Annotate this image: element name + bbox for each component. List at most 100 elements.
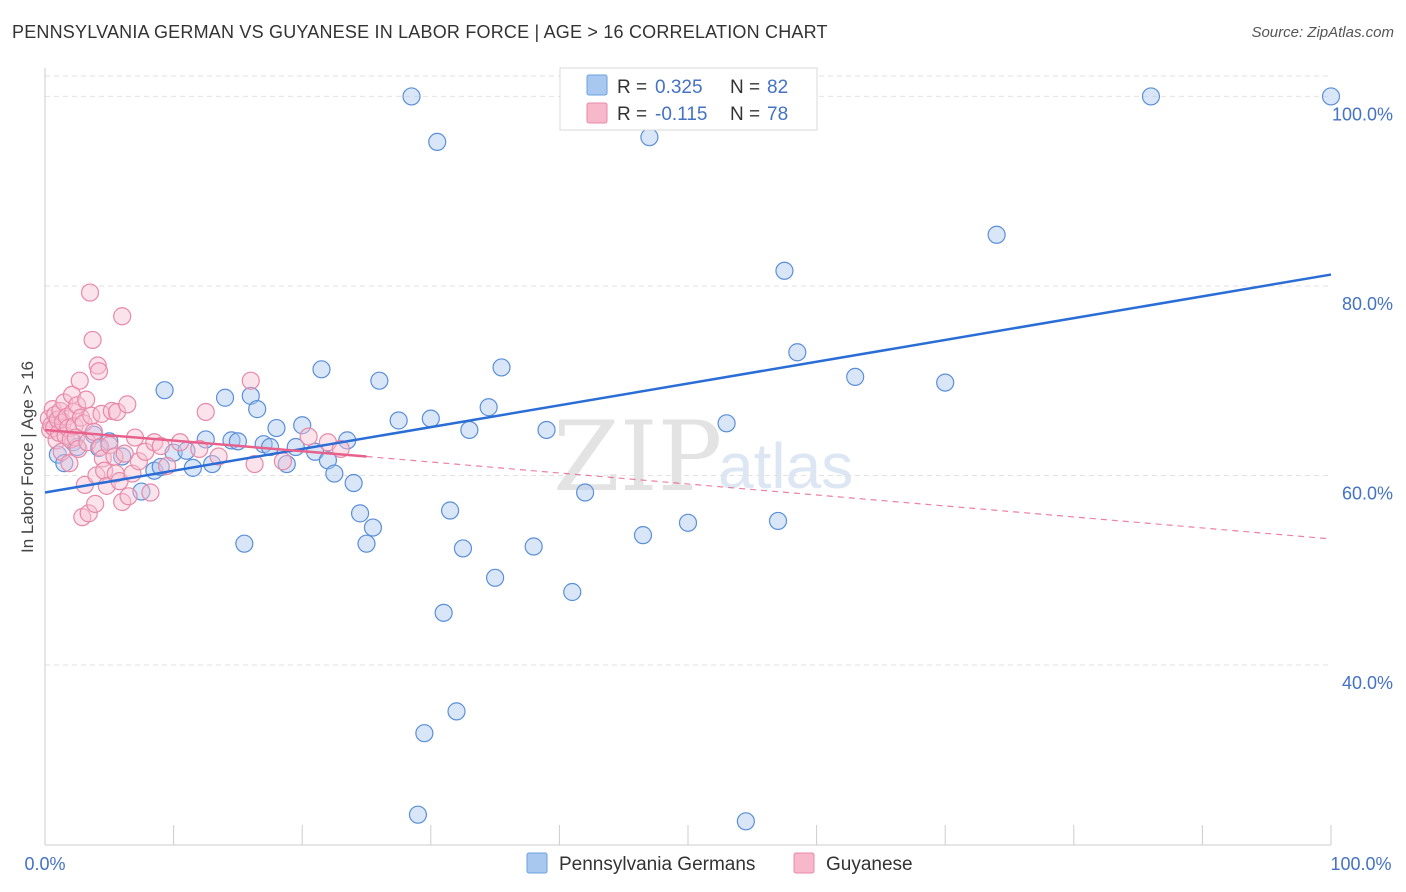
point-pennsylvania-germans-69 <box>987 225 1006 244</box>
stats-r-value-blue: 0.325 <box>655 77 703 98</box>
point-guyanese-65 <box>190 439 209 459</box>
point-pennsylvania-germans-59 <box>640 128 659 147</box>
point-pennsylvania-germans-53 <box>524 537 543 556</box>
point-pennsylvania-germans-1 <box>55 454 74 473</box>
point-pennsylvania-germans-43 <box>421 409 440 428</box>
point-pennsylvania-germans-54 <box>537 420 556 440</box>
stats-legend-swatch-blue <box>586 74 608 96</box>
point-pennsylvania-germans-50 <box>479 398 498 417</box>
point-guyanese-45 <box>100 436 119 455</box>
x-tick-label-min: 0.0% <box>24 854 65 874</box>
point-pennsylvania-germans-49 <box>460 420 479 440</box>
watermark-zip: ZIP <box>553 401 722 513</box>
point-pennsylvania-germans-35 <box>350 504 370 523</box>
point-guyanese-52 <box>113 307 132 326</box>
y-tick-label-80: 80.0% <box>1342 294 1393 314</box>
point-pennsylvania-germans-48 <box>453 539 473 558</box>
point-pennsylvania-germans-5 <box>89 438 109 458</box>
point-pennsylvania-germans-65 <box>775 261 794 280</box>
point-pennsylvania-germans-37 <box>363 518 383 537</box>
point-pennsylvania-germans-17 <box>215 388 235 407</box>
point-guyanese-58 <box>129 452 148 471</box>
point-pennsylvania-germans-67 <box>846 367 865 387</box>
point-pennsylvania-germans-20 <box>235 534 254 553</box>
point-pennsylvania-germans-62 <box>717 414 736 433</box>
point-guyanese-62 <box>151 436 170 456</box>
point-guyanese-53 <box>115 444 134 463</box>
point-pennsylvania-germans-56 <box>576 483 595 502</box>
point-pennsylvania-germans-66 <box>788 343 807 362</box>
series-guyanese <box>39 283 350 527</box>
point-guyanese-32 <box>80 283 100 302</box>
point-guyanese-16 <box>60 454 79 473</box>
stats-legend: R = 0.325 N = 82 R = -0.115 N = 78 <box>559 67 818 131</box>
point-pennsylvania-germans-44 <box>428 132 447 152</box>
point-pennsylvania-germans-40 <box>402 87 421 106</box>
point-pennsylvania-germans-32 <box>325 464 344 483</box>
stats-r-label-pink: R = <box>617 104 647 125</box>
point-pennsylvania-germans-71 <box>1321 87 1341 106</box>
point-pennsylvania-germans-46 <box>440 501 460 520</box>
point-pennsylvania-germans-42 <box>415 724 434 743</box>
point-pennsylvania-germans-70 <box>1141 87 1161 106</box>
point-pennsylvania-germans-41 <box>408 805 428 824</box>
point-pennsylvania-germans-39 <box>389 411 408 430</box>
stats-n-label-blue: N = <box>730 77 760 98</box>
y-axis-label: In Labor Force | Age > 16 <box>18 361 37 553</box>
trend-line-guyanese <box>44 428 367 458</box>
point-pennsylvania-germans-47 <box>447 702 466 721</box>
y-tick-label-40: 40.0% <box>1342 673 1393 693</box>
legend-label-guyanese: Guyanese <box>826 854 913 875</box>
point-guyanese-40 <box>91 437 110 457</box>
series-legend: Pennsylvania Germans Guyanese <box>526 852 913 875</box>
stats-r-label-blue: R = <box>617 77 647 98</box>
y-tick-label-60: 60.0% <box>1342 483 1393 503</box>
x-tick-label-max: 100.0% <box>1330 854 1391 874</box>
point-guyanese-69 <box>245 454 264 474</box>
point-pennsylvania-germans-34 <box>344 473 363 493</box>
point-pennsylvania-germans-25 <box>267 418 286 438</box>
point-guyanese-68 <box>241 371 260 390</box>
point-guyanese-35 <box>84 422 103 441</box>
trend-lines <box>44 273 1332 540</box>
point-pennsylvania-germans-58 <box>633 526 653 545</box>
gridlines <box>45 75 1331 666</box>
legend-swatch-pennsylvania-germans <box>526 852 548 874</box>
point-guyanese-67 <box>209 447 228 466</box>
point-pennsylvania-germans-45 <box>434 603 453 622</box>
point-guyanese-70 <box>273 452 293 471</box>
y-tick-labels: 40.0% 60.0% 80.0% 100.0% <box>1332 104 1393 693</box>
watermark-atlas: atlas <box>718 430 853 502</box>
point-guyanese-49 <box>107 402 127 422</box>
point-pennsylvania-germans-36 <box>357 534 376 553</box>
stats-r-value-pink: -0.115 <box>655 104 707 125</box>
chart-title: PENNSYLVANIA GERMAN VS GUYANESE IN LABOR… <box>12 22 828 42</box>
point-guyanese-39 <box>89 362 109 381</box>
point-guyanese-66 <box>196 402 215 422</box>
point-pennsylvania-germans-22 <box>248 400 267 419</box>
point-pennsylvania-germans-63 <box>736 812 755 831</box>
point-guyanese-36 <box>86 494 105 513</box>
point-pennsylvania-germans-7 <box>113 447 132 466</box>
trend-line-pennsylvania-germans <box>44 273 1332 494</box>
point-guyanese-31 <box>79 504 98 523</box>
point-pennsylvania-germans-28 <box>293 416 312 435</box>
point-guyanese-60 <box>141 483 160 502</box>
point-guyanese-41 <box>92 404 111 423</box>
point-pennsylvania-germans-30 <box>312 360 331 379</box>
legend-swatch-guyanese <box>793 852 815 874</box>
chart-source: Source: ZipAtlas.com <box>1251 24 1394 41</box>
point-guyanese-29 <box>77 390 96 409</box>
series-pennsylvania-germans <box>48 87 1341 831</box>
stats-n-label-pink: N = <box>730 104 760 125</box>
point-guyanese-46 <box>102 401 121 421</box>
point-pennsylvania-germans-52 <box>492 358 511 377</box>
point-pennsylvania-germans-55 <box>563 582 582 602</box>
point-guyanese-23 <box>69 439 88 459</box>
point-guyanese-24 <box>70 371 89 390</box>
point-guyanese-38 <box>88 356 107 375</box>
point-pennsylvania-germans-61 <box>678 513 698 532</box>
point-guyanese-55 <box>119 487 138 506</box>
point-guyanese-43 <box>95 461 114 480</box>
